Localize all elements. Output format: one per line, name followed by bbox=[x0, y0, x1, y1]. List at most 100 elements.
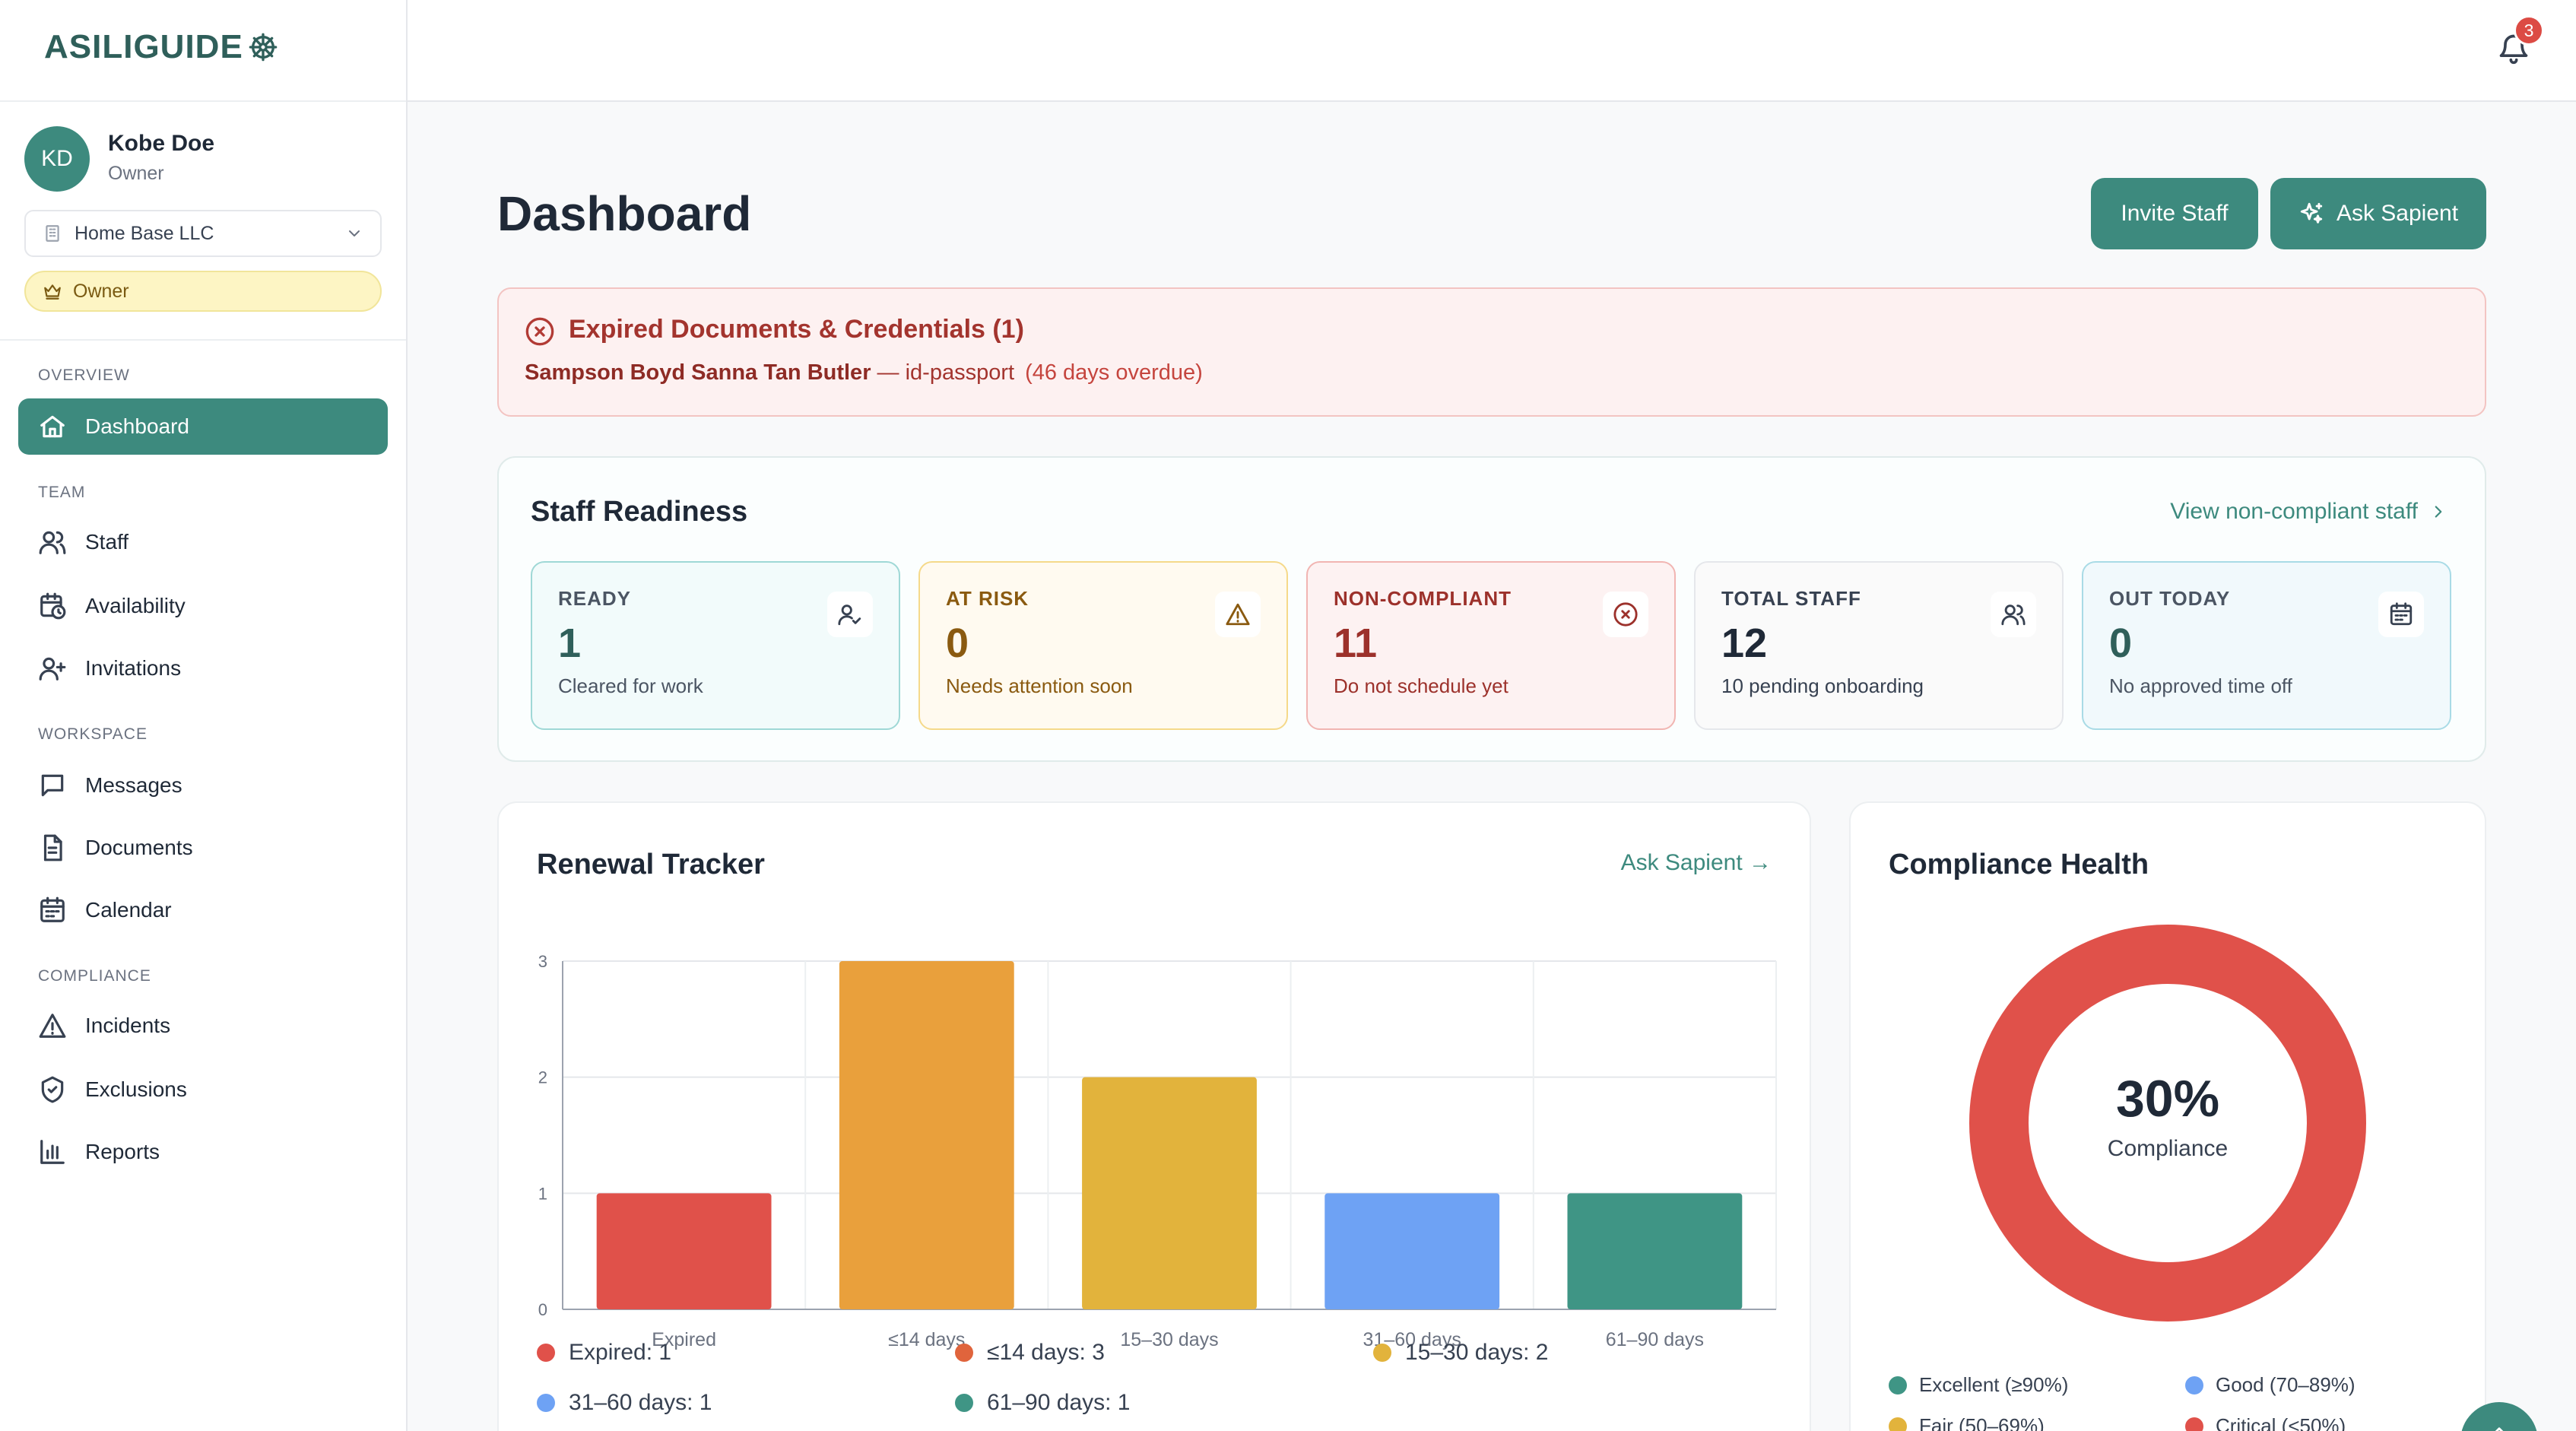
sidebar-item-staff[interactable]: Staff bbox=[18, 514, 388, 570]
x-tick-label: 15–30 days bbox=[1120, 1329, 1218, 1350]
legend-dot bbox=[1373, 1344, 1391, 1362]
shield-icon bbox=[41, 1076, 64, 1103]
alert-item[interactable]: Sampson Boyd Sanna Tan Butler — id-passp… bbox=[525, 360, 1203, 386]
role-badge-label: Owner bbox=[73, 280, 129, 302]
crown-icon bbox=[44, 284, 61, 300]
organization-name: Home Base LLC bbox=[75, 222, 214, 244]
legend-item-14-days: ≤14 days: 3 bbox=[955, 1340, 1105, 1366]
warning-icon bbox=[1226, 603, 1250, 626]
health-legend-fair: Fair (50–69%) bbox=[1889, 1414, 2045, 1431]
bell-icon[interactable] bbox=[2497, 32, 2530, 65]
legend-label: 61–90 days: 1 bbox=[987, 1390, 1131, 1415]
chevron-right-icon bbox=[2435, 506, 2442, 518]
sidebar-item-dashboard[interactable]: Dashboard bbox=[18, 398, 388, 455]
out-today-card[interactable]: OUT TODAY 0 No approved time off bbox=[2082, 561, 2451, 730]
role-badge: Owner bbox=[24, 271, 382, 312]
bar-chart-icon bbox=[40, 1140, 65, 1164]
organization-select[interactable]: Home Base LLC bbox=[24, 210, 382, 257]
health-legend-excellent: Excellent (≥90%) bbox=[1889, 1373, 2068, 1397]
legend-label: Fair (50–69%) bbox=[1919, 1414, 2045, 1431]
ask-sapient-button[interactable]: Ask Sapient bbox=[2270, 178, 2486, 249]
sidebar-item-label: Calendar bbox=[85, 898, 172, 922]
sidebar-item-incidents[interactable]: Incidents bbox=[18, 998, 388, 1054]
legend-label: ≤14 days: 3 bbox=[987, 1340, 1105, 1365]
non-compliant-card[interactable]: NON-COMPLIANT 11 Do not schedule yet bbox=[1306, 561, 1676, 730]
legend-item-61-90-days: 61–90 days: 1 bbox=[955, 1390, 1130, 1416]
building-icon bbox=[46, 225, 59, 242]
y-tick-label: 0 bbox=[538, 1300, 547, 1319]
logo-text: ASILIGUIDE bbox=[44, 28, 243, 65]
expired-documents-alert: Expired Documents & Credentials (1) Samp… bbox=[497, 287, 2486, 417]
at-risk-card[interactable]: AT RISK 0 Needs attention soon bbox=[918, 561, 1288, 730]
sidebar-item-documents[interactable]: Documents bbox=[18, 820, 388, 876]
card-icon bbox=[827, 592, 873, 637]
sidebar-divider bbox=[0, 100, 406, 102]
sidebar-item-label: Messages bbox=[85, 773, 182, 797]
sidebar-item-messages[interactable]: Messages bbox=[18, 757, 388, 814]
sidebar-item-label: Invitations bbox=[85, 656, 182, 680]
ask-sapient-label: Ask Sapient bbox=[2336, 201, 2459, 226]
calendar-icon bbox=[2390, 602, 2413, 626]
card-label: AT RISK bbox=[946, 587, 1029, 610]
sidebar-item-label: Incidents bbox=[85, 1014, 171, 1037]
card-subtext: Cleared for work bbox=[558, 674, 703, 697]
card-subtext: Needs attention soon bbox=[946, 674, 1133, 697]
sidebar-item-availability[interactable]: Availability bbox=[18, 578, 388, 634]
sidebar: ASILIGUIDE KD Kobe Doe Owner Home Base L… bbox=[0, 0, 408, 1431]
app-logo[interactable]: ASILIGUIDE bbox=[44, 27, 278, 67]
card-label: OUT TODAY bbox=[2109, 587, 2231, 610]
card-icon bbox=[1603, 592, 1648, 637]
nav-section-compliance: COMPLIANCE bbox=[38, 967, 151, 985]
sidebar-item-reports[interactable]: Reports bbox=[18, 1124, 388, 1180]
legend-dot bbox=[537, 1344, 555, 1362]
user-role: Owner bbox=[108, 163, 164, 184]
total-staff-card[interactable]: TOTAL STAFF 12 10 pending onboarding bbox=[1694, 561, 2064, 730]
legend-label: 15–30 days: 2 bbox=[1405, 1340, 1549, 1365]
bar-4 bbox=[1567, 1193, 1743, 1309]
staff-readiness-panel: Staff Readiness View non-compliant staff… bbox=[497, 456, 2486, 762]
view-non-compliant-link[interactable]: View non-compliant staff bbox=[2170, 499, 2448, 525]
ship-wheel-icon bbox=[249, 33, 278, 62]
legend-dot bbox=[2185, 1417, 2203, 1431]
card-value: 0 bbox=[946, 620, 969, 666]
compliance-donut bbox=[1969, 925, 2366, 1322]
chevron-up-icon bbox=[2495, 1427, 2504, 1431]
x-tick-label: 61–90 days bbox=[1606, 1329, 1704, 1350]
top-bar: 3 bbox=[408, 0, 2576, 102]
sidebar-item-calendar[interactable]: Calendar bbox=[18, 882, 388, 938]
x-circle-icon bbox=[1613, 602, 1638, 627]
warning-icon bbox=[39, 1014, 66, 1038]
sidebar-divider bbox=[0, 339, 406, 341]
compliance-health-panel: Compliance Health 30% Compliance Excelle… bbox=[1849, 801, 2486, 1431]
sidebar-item-exclusions[interactable]: Exclusions bbox=[18, 1061, 388, 1118]
panel-title: Staff Readiness bbox=[531, 496, 748, 528]
alert-overdue: (46 days overdue) bbox=[1025, 360, 1203, 385]
invite-staff-button[interactable]: Invite Staff bbox=[2091, 178, 2258, 249]
legend-label: 31–60 days: 1 bbox=[569, 1390, 712, 1415]
card-subtext: 10 pending onboarding bbox=[1721, 674, 1924, 697]
bar-0 bbox=[596, 1193, 772, 1309]
y-tick-label: 1 bbox=[538, 1184, 547, 1203]
legend-label: Good (70–89%) bbox=[2216, 1373, 2356, 1396]
alert-title: Expired Documents & Credentials (1) bbox=[569, 315, 1024, 344]
avatar[interactable]: KD bbox=[24, 126, 90, 192]
page-title: Dashboard bbox=[497, 186, 752, 241]
panel-title: Compliance Health bbox=[1889, 849, 2149, 880]
card-value: 0 bbox=[2109, 620, 2133, 666]
renewal-tracker-panel: Renewal Tracker Ask Sapient → 0 1 2 3 Expire… bbox=[497, 801, 1811, 1431]
ready-card[interactable]: READY 1 Cleared for work bbox=[531, 561, 900, 730]
nav-section-team: TEAM bbox=[38, 484, 86, 501]
sidebar-item-label: Staff bbox=[85, 530, 129, 554]
y-tick-label: 2 bbox=[538, 1068, 547, 1087]
legend-item-expired: Expired: 1 bbox=[537, 1340, 671, 1366]
calendar-icon bbox=[40, 896, 65, 922]
legend-label: Critical (<50%) bbox=[2216, 1414, 2346, 1431]
card-value: 12 bbox=[1721, 620, 1768, 666]
ask-sapient-link[interactable]: Ask Sapient → bbox=[1620, 850, 1772, 875]
user-check-icon bbox=[838, 604, 861, 626]
legend-label: Excellent (≥90%) bbox=[1919, 1373, 2069, 1396]
nav-section-workspace: WORKSPACE bbox=[38, 725, 148, 743]
sidebar-item-label: Documents bbox=[85, 836, 193, 859]
sidebar-item-invitations[interactable]: Invitations bbox=[18, 640, 388, 696]
